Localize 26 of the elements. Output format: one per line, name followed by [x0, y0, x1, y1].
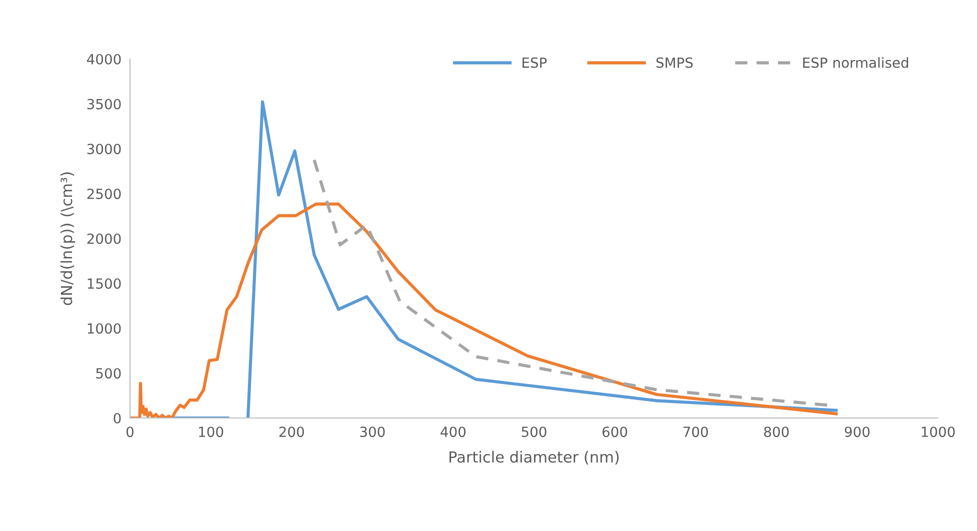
x-axis-title: Particle diameter (nm) — [450, 450, 619, 465]
x-tick-label: 0 — [126, 426, 134, 438]
x-tick-label: 900 — [844, 426, 870, 438]
x-tick-label: 1000 — [922, 426, 955, 438]
legend-label: ESP — [522, 57, 547, 68]
x-tick-label: 400 — [440, 426, 466, 438]
x-tick-label: 500 — [522, 426, 546, 438]
y-tick-label: 1000 — [88, 323, 121, 334]
x-tick-label: 800 — [764, 426, 789, 438]
x-tick-label: 300 — [360, 426, 385, 438]
y-tick-label: 2000 — [87, 233, 121, 244]
y-tick-label: 2500 — [87, 188, 121, 200]
y-tick-label: 3000 — [87, 144, 121, 154]
y-tick-label: 3500 — [87, 98, 121, 110]
legend-label: SMPS — [656, 57, 693, 68]
y-tick-label: 4000 — [87, 54, 121, 64]
y-tick-label: 1500 — [88, 278, 121, 289]
x-tick-label: 700 — [683, 426, 708, 438]
x-tick-label: 600 — [602, 426, 628, 438]
y-axis-title: dN/d(ln(p)) (\cm³) — [60, 172, 76, 306]
line-series — [130, 202, 838, 418]
x-tick-label: 200 — [279, 426, 304, 438]
x-tick-label: 100 — [199, 426, 224, 438]
y-tick-label: 500 — [96, 368, 121, 379]
legend-label: ESP normalised — [803, 57, 908, 68]
y-tick-label: 0 — [114, 412, 121, 424]
